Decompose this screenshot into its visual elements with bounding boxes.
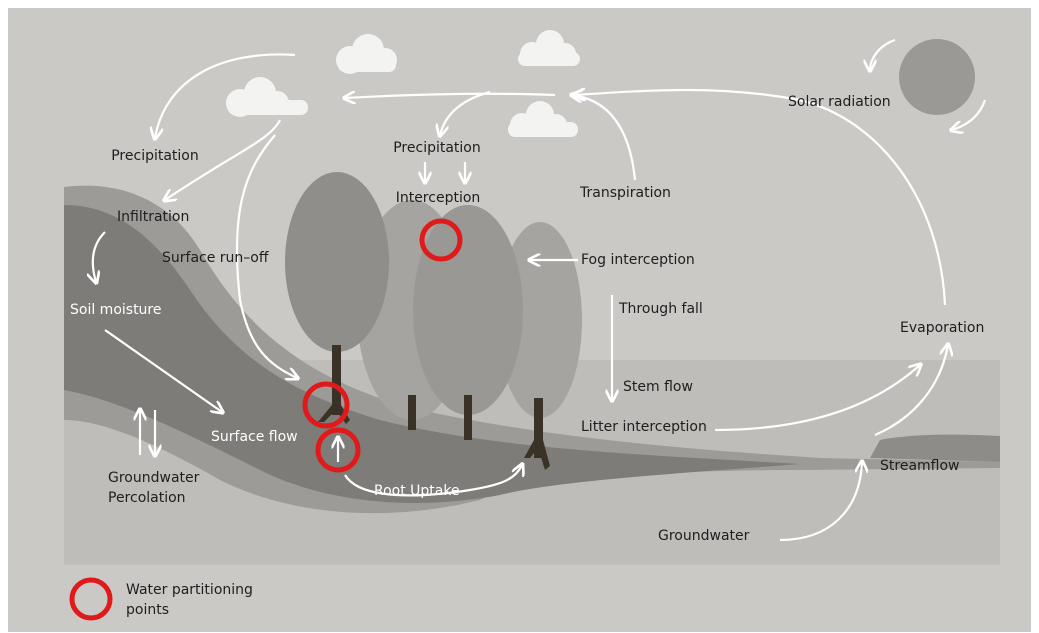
label: Precipitation <box>393 140 481 156</box>
label: Transpiration <box>579 185 671 201</box>
label: Groundwater <box>658 528 750 544</box>
diagram: Precipitation Precipitation Interception… <box>0 0 1039 633</box>
label: Surface flow <box>211 429 298 445</box>
label: Fog interception <box>581 252 695 268</box>
legend-label: points <box>126 602 169 618</box>
label: Interception <box>396 190 481 206</box>
label: Precipitation <box>111 148 199 164</box>
label: Percolation <box>108 490 186 506</box>
label: Soil moisture <box>70 302 162 318</box>
label: Root Uptake <box>374 483 460 499</box>
label: Surface run–off <box>162 250 269 266</box>
label: Evaporation <box>900 320 984 336</box>
label: Streamflow <box>880 458 960 474</box>
sun <box>899 39 975 115</box>
label: Litter interception <box>581 419 707 435</box>
label: Groundwater <box>108 470 200 486</box>
tree-crown <box>285 172 389 352</box>
legend-label: Water partitioning <box>126 582 253 598</box>
label: Solar radiation <box>788 94 891 110</box>
label: Stem flow <box>623 379 693 395</box>
tree-crown <box>413 205 523 415</box>
label: Through fall <box>618 301 703 317</box>
label: Infiltration <box>117 209 189 225</box>
